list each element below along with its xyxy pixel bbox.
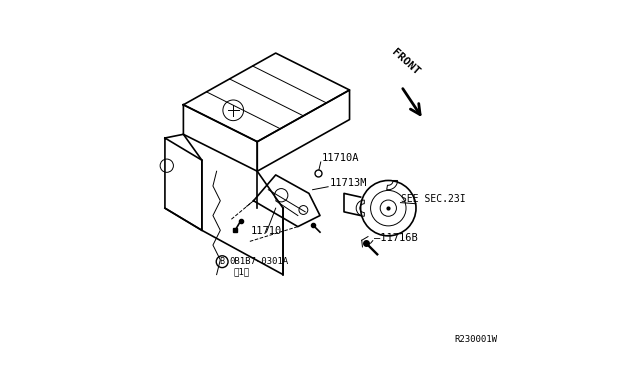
Text: 11710: 11710 <box>251 226 282 236</box>
Text: （1）: （1） <box>233 267 250 276</box>
Text: R230001W: R230001W <box>455 335 498 344</box>
Text: —11716B: —11716B <box>374 232 417 243</box>
Text: 0B1B7-0301A: 0B1B7-0301A <box>230 257 289 266</box>
Text: 11710A: 11710A <box>322 153 359 163</box>
Text: B: B <box>220 257 225 266</box>
Text: 11713M: 11713M <box>329 178 367 188</box>
Text: SEE SEC.23I: SEE SEC.23I <box>401 193 466 203</box>
Text: FRONT: FRONT <box>390 47 422 77</box>
